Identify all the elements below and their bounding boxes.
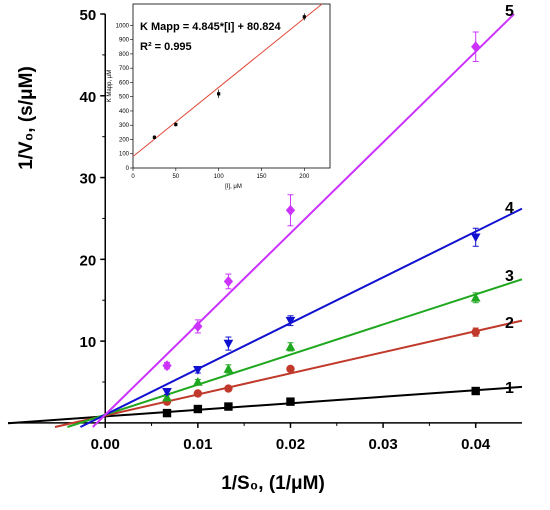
series-label-4: 4	[505, 200, 514, 217]
data-point-3	[285, 341, 296, 351]
data-point-3	[162, 392, 172, 402]
data-point-2	[193, 389, 203, 398]
data-point-1	[224, 402, 233, 411]
x-tick-label: 0.03	[368, 436, 397, 453]
inset-equation: K Mapp = 4.845*[I] + 80.824	[140, 21, 282, 33]
data-point-5	[471, 41, 481, 53]
inset-data-point	[152, 135, 157, 139]
inset-data-point	[174, 122, 178, 127]
fit-line-3	[67, 278, 523, 428]
inset-y-tick-label: 300	[119, 123, 130, 129]
data-point-5	[285, 204, 296, 216]
data-point-4	[223, 339, 234, 349]
data-point-3	[470, 292, 481, 302]
inset-y-tick-label: 0	[126, 166, 130, 172]
inset-x-tick-label: 200	[299, 174, 310, 180]
data-point-4	[470, 233, 481, 243]
inset-y-tick-label: 600	[119, 80, 130, 86]
inset-y-axis-title: K Mapp, μM	[107, 70, 113, 102]
x-tick-label: 0.00	[91, 436, 120, 453]
fit-line-4	[79, 207, 523, 428]
data-point-5	[223, 275, 234, 287]
series-label-5: 5	[505, 3, 514, 20]
data-point-1	[471, 386, 480, 396]
inset-x-tick-label: 50	[172, 174, 179, 180]
x-axis-title: 1/S₀, (1/μM)	[221, 473, 325, 494]
data-point-4	[285, 316, 296, 326]
inset-x-tick-label: 100	[214, 174, 225, 180]
y-tick-label: 40	[80, 89, 97, 106]
y-tick-label: 20	[80, 252, 97, 269]
y-axis-title: 1/V₀, (s/μM)	[16, 66, 37, 170]
data-point-3	[223, 363, 234, 373]
inset-data-point	[217, 92, 221, 96]
data-point-5	[193, 320, 203, 332]
fit-line-2	[54, 319, 523, 428]
data-point-1	[193, 404, 203, 414]
series-label-3: 3	[505, 268, 514, 285]
inset-frame	[132, 3, 331, 169]
data-point-5	[162, 360, 172, 372]
inset-x-tick-label: 150	[256, 174, 267, 180]
data-point-4	[162, 388, 172, 397]
y-tick-label: 50	[80, 7, 97, 24]
inset-y-tick-label: 100	[119, 152, 130, 158]
inset-y-tick-label: 800	[119, 52, 130, 58]
inset-y-tick-label: 1000	[116, 23, 130, 29]
data-point-1	[286, 397, 295, 406]
inset-y-tick-label: 400	[119, 109, 130, 115]
data-point-3	[193, 376, 203, 386]
x-tick-label: 0.02	[276, 436, 305, 453]
inset-data-point	[302, 15, 306, 19]
inset-x-axis-title: [I], μM	[225, 184, 242, 190]
data-point-4	[193, 365, 203, 375]
inset-y-tick-label: 700	[119, 66, 130, 72]
inset-x-tick-label: 0	[131, 174, 135, 180]
data-point-2	[286, 364, 295, 374]
inset-y-tick-label: 500	[119, 95, 130, 101]
inset-r-squared: R² = 0.995	[140, 41, 192, 53]
inset-y-tick-label: 900	[119, 38, 130, 44]
data-point-2	[224, 384, 233, 393]
series-label-1: 1	[505, 380, 514, 397]
series-label-2: 2	[505, 315, 514, 332]
data-point-2	[471, 327, 480, 337]
data-point-1	[162, 408, 172, 418]
fit-line-5	[92, 13, 515, 428]
x-tick-label: 0.04	[461, 436, 491, 453]
x-tick-label: 0.01	[183, 436, 212, 453]
inset-y-tick-label: 200	[119, 137, 130, 143]
y-tick-label: 10	[80, 334, 97, 351]
y-tick-label: 30	[80, 171, 97, 188]
inset-fit-line	[132, 3, 323, 157]
